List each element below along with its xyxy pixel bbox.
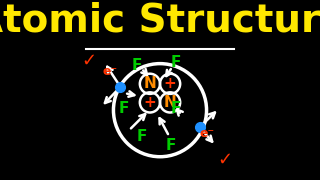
Text: F: F [170, 55, 181, 70]
Text: F: F [119, 101, 130, 116]
Text: +: + [164, 76, 176, 91]
Text: F: F [170, 101, 181, 116]
Text: e⁻: e⁻ [200, 127, 215, 140]
Text: F: F [132, 58, 142, 73]
Text: +: + [144, 95, 156, 110]
Text: ✓: ✓ [218, 151, 233, 169]
Text: F: F [166, 138, 176, 153]
Text: ✓: ✓ [81, 51, 96, 69]
Text: N: N [144, 76, 156, 91]
Text: N: N [164, 95, 176, 110]
Text: e⁻: e⁻ [102, 65, 117, 78]
Text: Atomic Structure: Atomic Structure [0, 2, 320, 40]
Text: F: F [136, 129, 147, 144]
